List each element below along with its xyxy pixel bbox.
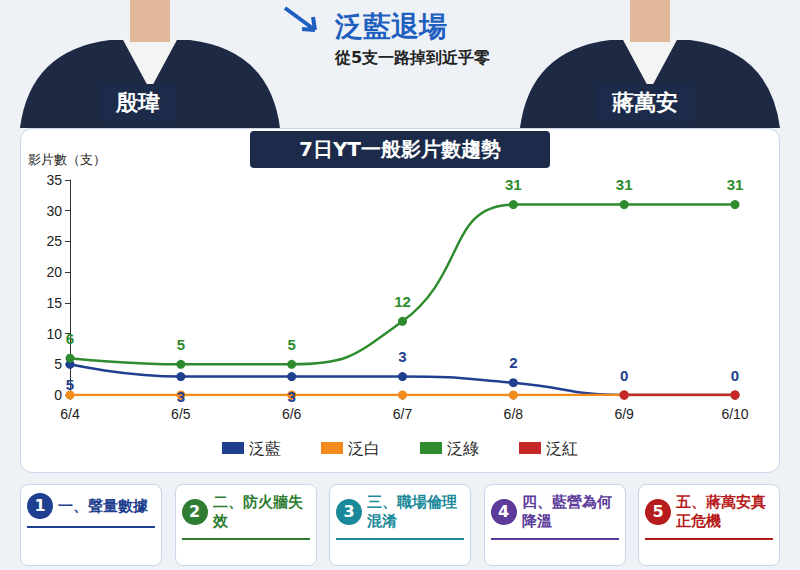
svg-text:30: 30 [46, 203, 62, 219]
html-text:3: 3 [343, 502, 355, 521]
svg-text:6/4: 6/4 [60, 406, 80, 422]
html-text:泛藍退場: 泛藍退場 [335, 10, 447, 43]
svg-text:泛紅: 泛紅 [546, 440, 578, 457]
html-text:蔣萬安: 蔣萬安 [612, 90, 678, 115]
svg-text:25: 25 [46, 233, 62, 249]
svg-text:3: 3 [398, 348, 406, 365]
svg-text:0: 0 [54, 387, 62, 403]
svg-text:5: 5 [54, 356, 62, 372]
svg-text:6/6: 6/6 [282, 406, 302, 422]
html-text:4: 4 [497, 502, 510, 521]
svg-text:31: 31 [616, 176, 633, 193]
svg-text:20: 20 [46, 264, 62, 280]
html-text:2: 2 [188, 502, 201, 521]
html-text:殷瑋: 殷瑋 [116, 90, 160, 115]
html-text:四、藍營為何降溫: 四、藍營為何降溫 [521, 493, 612, 530]
html-text:五、蔣萬安真正危機: 五、蔣萬安真正危機 [676, 493, 766, 530]
svg-text:影片數（支）: 影片數（支） [28, 152, 106, 167]
svg-text:10: 10 [46, 326, 62, 342]
svg-text:5: 5 [66, 376, 74, 393]
svg-text:15: 15 [46, 295, 62, 311]
svg-text:0: 0 [620, 367, 628, 384]
html-text:1: 1 [34, 496, 46, 515]
svg-text:12: 12 [394, 293, 411, 310]
html-text:從5支一路掉到近乎零: 從5支一路掉到近乎零 [335, 48, 491, 67]
svg-text:0: 0 [731, 367, 739, 384]
svg-text:6: 6 [66, 330, 74, 347]
html-text:7日YT一般影片數趨勢: 7日YT一般影片數趨勢 [299, 137, 501, 161]
svg-text:31: 31 [505, 176, 522, 193]
svg-text:3: 3 [287, 388, 295, 405]
html-text:一、聲量數據: 一、聲量數據 [58, 496, 148, 515]
svg-text:泛白: 泛白 [348, 440, 380, 457]
svg-text:5: 5 [177, 336, 185, 353]
svg-text:31: 31 [727, 176, 744, 193]
html-text:三、職場倫理混淆: 三、職場倫理混淆 [367, 493, 457, 530]
svg-text:2: 2 [509, 354, 517, 371]
svg-text:3: 3 [177, 388, 185, 405]
svg-text:6/9: 6/9 [614, 406, 634, 422]
svg-text:泛綠: 泛綠 [447, 440, 479, 457]
svg-text:35: 35 [46, 172, 62, 188]
svg-text:5: 5 [287, 336, 295, 353]
svg-text:6/10: 6/10 [721, 406, 748, 422]
svg-text:6/5: 6/5 [171, 406, 191, 422]
svg-text:泛藍: 泛藍 [249, 440, 281, 457]
html-text:二、防火牆失效: 二、防火牆失效 [212, 493, 303, 530]
svg-text:6/7: 6/7 [393, 406, 413, 422]
html-text:5: 5 [652, 502, 664, 521]
svg-text:6/8: 6/8 [504, 406, 524, 422]
